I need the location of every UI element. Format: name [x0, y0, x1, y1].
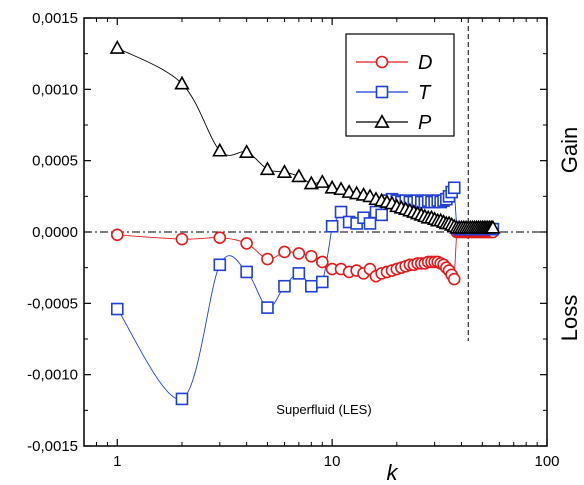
data-point-T: [278, 279, 291, 293]
y-tick-label: 0,0000: [32, 224, 78, 241]
data-point-T: [334, 205, 348, 219]
data-point-D: [292, 247, 306, 260]
data-point-P: [276, 164, 293, 178]
data-point-T: [213, 258, 227, 272]
data-point-T: [375, 208, 388, 222]
data-point-D: [305, 249, 318, 263]
data-point-T: [305, 279, 318, 293]
y-tick-label: 0,0005: [32, 153, 78, 170]
x-tick-label: 10: [324, 453, 341, 470]
loss-label: Loss: [557, 295, 582, 341]
axes: -0,0015 -0,0010 -0,0005 0,0000 0,0005 0,0010 0…: [27, 10, 559, 470]
data-point-T: [447, 181, 461, 195]
y-tick-label: 0,0015: [32, 10, 78, 27]
data-point-D: [240, 237, 253, 250]
legend-marker-T: [375, 85, 389, 99]
data-point-T: [316, 275, 329, 289]
data-point-D: [316, 255, 329, 269]
data-point-T: [325, 219, 339, 233]
annotation-superfluid: Superfluid (LES): [276, 402, 371, 417]
data-point-D: [213, 231, 227, 245]
y-tick-label: 0,0010: [32, 81, 78, 98]
data-point-T: [175, 392, 189, 406]
data-point-D: [110, 228, 124, 242]
data-point-P: [485, 219, 501, 234]
data-point-P: [303, 175, 320, 190]
legend-label-P: P: [418, 112, 432, 134]
gain-label: Gain: [557, 127, 582, 173]
series-curve-P: [117, 47, 333, 189]
data-point-T: [240, 265, 253, 279]
data-point-P: [333, 181, 349, 196]
data-point-D: [278, 245, 291, 259]
y-tick-label: -0,0005: [27, 295, 78, 312]
data-point-P: [174, 75, 190, 90]
data-point-T: [292, 267, 306, 280]
data-point-P: [238, 144, 255, 158]
data-point-T: [363, 217, 377, 230]
data-point-D: [175, 232, 189, 246]
data-point-P: [314, 174, 330, 188]
data-point-P: [324, 179, 340, 194]
data-point-D: [261, 252, 274, 266]
data-point-T: [110, 302, 124, 316]
x-axis-title: k: [387, 460, 399, 485]
data-point-P: [212, 142, 228, 157]
x-tick-label: 100: [534, 453, 559, 470]
x-tick-label: 1: [113, 453, 121, 470]
data-point-T: [261, 301, 274, 314]
data-markers: [109, 39, 501, 406]
legend-marker-P: [374, 114, 390, 128]
data-point-P: [109, 39, 125, 54]
legend-label-D: D: [418, 52, 432, 74]
data-point-P: [291, 168, 307, 183]
data-point-P: [259, 161, 276, 176]
legend-label-T: T: [418, 82, 432, 104]
legend-box: [345, 33, 455, 137]
y-tick-label: -0,0015: [27, 438, 78, 455]
legend: DTP: [345, 33, 455, 137]
legend-marker-D: [375, 55, 389, 69]
y-tick-label: -0,0010: [27, 367, 78, 384]
data-point-D: [447, 272, 461, 286]
